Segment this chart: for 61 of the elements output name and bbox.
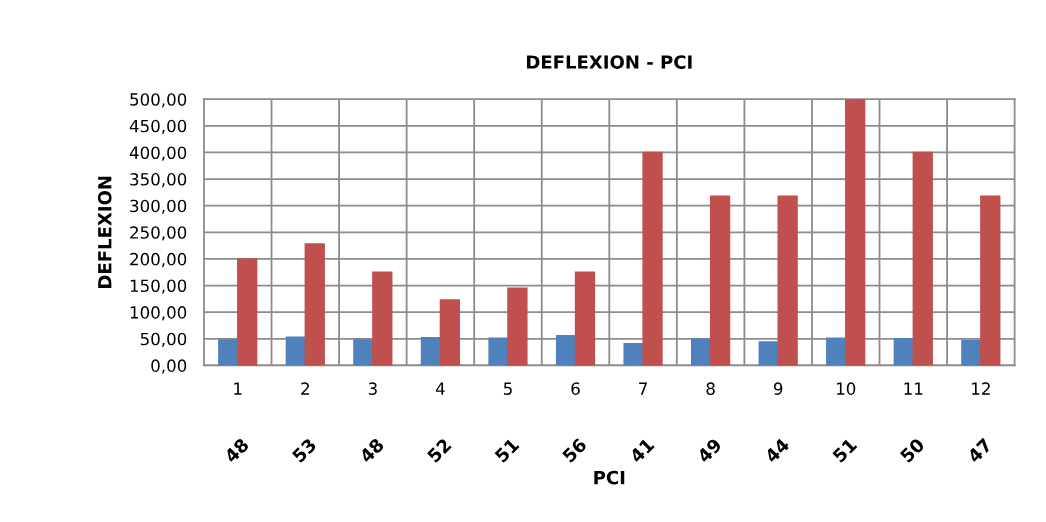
bar (709, 195, 731, 366)
bar (218, 339, 239, 366)
text: 53 (291, 437, 317, 464)
x-tick-label: 5 (503, 382, 512, 395)
y-tick-label: 500,00 (130, 93, 187, 108)
text: 41 (628, 437, 655, 464)
bar (488, 337, 509, 366)
text: 44 (764, 437, 790, 464)
y-tick-label: 0,00 (151, 359, 187, 374)
x-tick-label: 4 (435, 382, 445, 395)
bar (845, 99, 866, 366)
x-tick-label: 3 (368, 382, 377, 395)
y-tick-label: 200,00 (130, 252, 187, 268)
y-tick-label: 100,00 (130, 306, 187, 321)
bar (893, 338, 914, 366)
y-tick-label: 300,00 (130, 199, 187, 214)
bar (826, 337, 847, 366)
bar (439, 299, 461, 366)
bar (555, 334, 577, 366)
y-tick-label: 50,00 (140, 332, 187, 348)
y-tick-label: 250,00 (130, 226, 187, 241)
bar (912, 151, 933, 366)
bar (961, 339, 982, 366)
bar (623, 342, 644, 366)
bar (642, 151, 663, 366)
text: 56 (561, 437, 588, 464)
bar (691, 338, 712, 366)
bar (237, 258, 258, 366)
x-tick-label: 7 (639, 382, 647, 395)
x-tick-label: 10 (836, 382, 856, 395)
bar (507, 287, 528, 366)
text: 50 (899, 437, 926, 464)
y-tick-label: 350,00 (130, 173, 187, 188)
y-tick-label: 400,00 (129, 146, 187, 161)
text: 48 (358, 437, 385, 464)
x-tick-label: 2 (301, 382, 309, 395)
text: 48 (223, 437, 250, 464)
text: 47 (966, 437, 993, 464)
bar (420, 337, 442, 366)
y-tick-label: 450,00 (129, 119, 187, 135)
text: 51 (832, 437, 858, 464)
y-tick-label: 150,00 (130, 279, 187, 294)
bar (285, 336, 306, 366)
x-tick-label: 12 (972, 382, 990, 395)
x-tick-label: 11 (904, 382, 923, 395)
bar (980, 195, 1001, 366)
x-tick-label: 9 (773, 382, 783, 395)
text: 49 (696, 437, 723, 464)
y-axis-title: DEFLEXION (97, 176, 112, 288)
bar (304, 243, 325, 366)
text: 52 (426, 437, 452, 464)
x-tick-label: 8 (706, 382, 715, 395)
text: 51 (494, 437, 520, 464)
bar (372, 271, 393, 366)
x-tick-label: 1 (234, 382, 242, 395)
bar (777, 195, 798, 366)
chart-title: DEFLEXION - PCI (527, 55, 692, 69)
bar (353, 339, 374, 366)
x-axis-title: PCI (594, 470, 625, 485)
bar (574, 271, 596, 366)
x-tick-label: 6 (571, 382, 580, 395)
